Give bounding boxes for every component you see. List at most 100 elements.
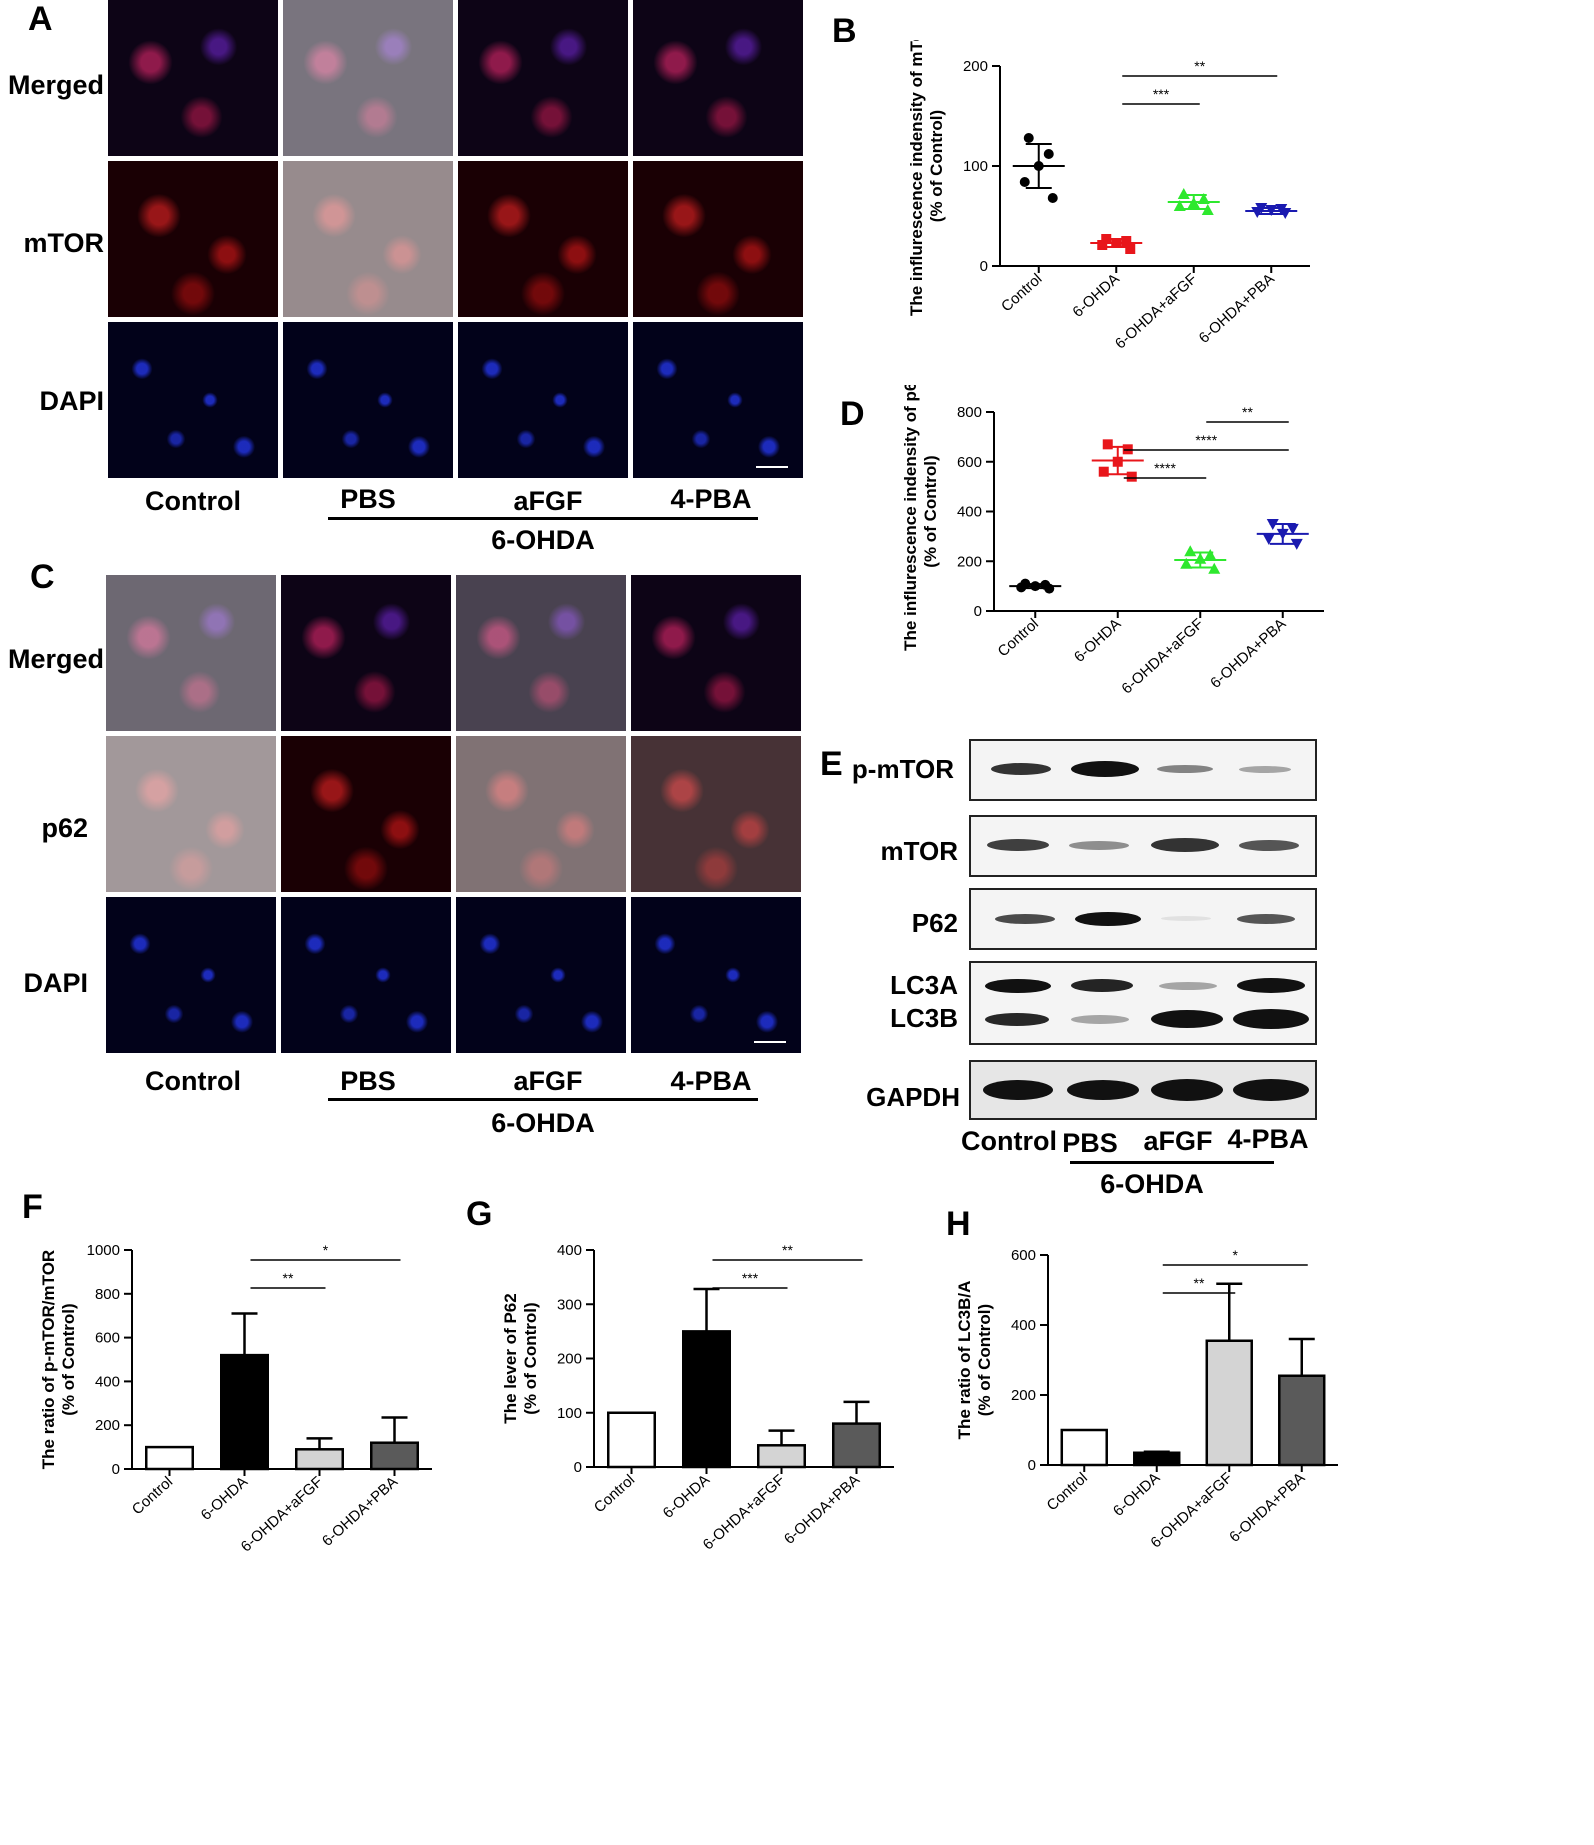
y-tick-label: 200 [963, 58, 988, 75]
micrograph-c-p62-4pba [631, 736, 801, 892]
scale-bar-c [754, 1041, 786, 1043]
y-tick-label: 400 [95, 1373, 120, 1390]
y-tick-label: 0 [112, 1461, 120, 1478]
y-axis-label-line1: The lever of P62 [501, 1293, 520, 1423]
panel-label-g: G [466, 1195, 493, 1233]
micrograph-c-merged-afgf [456, 575, 626, 731]
condition-label-a-pbs: PBS [340, 484, 396, 514]
data-point [1030, 581, 1041, 592]
micrograph-c-merged-4pba [631, 575, 801, 731]
micrograph-a-merged-control [108, 0, 278, 156]
micrograph-a-mtor-pbs [283, 161, 453, 317]
y-axis-label-line1: The ratio of p-mTOR/mTOR [39, 1250, 58, 1469]
data-point [1290, 538, 1303, 550]
band-lc3b-afgf [1151, 1010, 1223, 1028]
y-tick-label: 0 [974, 603, 982, 620]
data-point [1173, 200, 1186, 211]
band-gapdh-control [983, 1080, 1053, 1100]
y-tick-label: 0 [1028, 1457, 1036, 1474]
band-gapdh-afgf [1151, 1079, 1223, 1101]
x-tick-label: 6-OHDA+aFGF [1112, 270, 1200, 352]
band-p62-afgf [1161, 916, 1211, 921]
y-tick-label: 600 [95, 1330, 120, 1347]
data-point [1101, 234, 1112, 244]
blot-label-mtor: mTOR [880, 836, 958, 866]
band-mtor-4pba [1239, 840, 1299, 851]
data-point [1201, 204, 1214, 215]
blot-strip-gapdh [969, 1060, 1317, 1120]
condition-label-a-afgf: aFGF [513, 486, 583, 516]
blot-condition-4pba: 4-PBA [1227, 1124, 1309, 1154]
group-label-c: 6-OHDA [491, 1108, 595, 1138]
row-label-dapi: DAPI [39, 386, 104, 416]
group-bracket-c [328, 1098, 758, 1101]
significance-stars: * [323, 1242, 329, 1258]
y-axis-label-line2: (% of Control) [521, 1302, 540, 1414]
y-tick-label: 400 [957, 504, 982, 521]
bar [1278, 1374, 1326, 1467]
band-p-mtor-pbs [1071, 761, 1139, 777]
micrograph-grid-a [108, 0, 803, 478]
bar [370, 1441, 419, 1471]
x-tick-label: Control [1044, 1469, 1091, 1514]
blot-label-p62: P62 [911, 908, 958, 938]
significance-stars: ** [1242, 404, 1253, 420]
y-tick-label: 300 [557, 1296, 582, 1313]
micrograph-a-merged-4pba [633, 0, 803, 156]
micrograph-a-merged-afgf [458, 0, 628, 156]
y-axis-label-line1: The influrescence indensity of mTOR [907, 40, 926, 316]
band-p62-pbs [1075, 912, 1141, 926]
group-bracket-a [328, 517, 758, 520]
micrograph-c-merged-control [106, 575, 276, 731]
condition-label-a-control: Control [145, 486, 241, 516]
bar [832, 1422, 881, 1469]
y-tick-label: 600 [957, 454, 982, 471]
panel-label-a: A [28, 0, 53, 38]
blot-condition-afgf: aFGF [1143, 1126, 1213, 1156]
data-point [1126, 471, 1137, 482]
bar [1060, 1428, 1108, 1467]
y-tick-label: 200 [957, 553, 982, 570]
data-point [1121, 236, 1132, 246]
significance-stars: ** [1194, 58, 1205, 74]
blot-label-gapdh: GAPDH [866, 1082, 960, 1112]
y-axis-label-line1: The ratio of LC3B/A [955, 1281, 974, 1440]
data-point [1125, 244, 1136, 254]
panel-label-e: E [820, 745, 843, 783]
chart-d: 0 200 400 600 800 The influrescence indensity… [901, 385, 1324, 697]
significance-stars: ** [1194, 1275, 1205, 1291]
data-point [1097, 240, 1108, 250]
group-label-a: 6-OHDA [491, 525, 595, 555]
x-tick-label: 6-OHDA [1071, 615, 1125, 666]
significance-stars: *** [1153, 86, 1170, 102]
band-p-mtor-4pba [1239, 766, 1291, 773]
data-point [1187, 197, 1200, 208]
blot-strip-p62 [969, 888, 1317, 950]
data-point [1098, 466, 1109, 477]
panel-label-d: D [840, 395, 865, 433]
bar [682, 1330, 731, 1469]
y-tick-label: 200 [557, 1351, 582, 1368]
data-point [1279, 208, 1292, 219]
blot-label-lc3b: LC3B [890, 1003, 958, 1033]
y-axis-label-line2: (% of Control) [927, 110, 946, 222]
band-lc3b-control [985, 1013, 1049, 1026]
blot-strip-lc3 [969, 961, 1317, 1045]
micrograph-c-p62-control [106, 736, 276, 892]
significance-stars: ** [782, 1242, 793, 1258]
micrograph-c-merged-pbs [281, 575, 451, 731]
micrograph-a-mtor-afgf [458, 161, 628, 317]
x-tick-label: 6-OHDA+aFGF [1118, 615, 1206, 697]
blot-condition-control: Control [961, 1126, 1057, 1156]
x-tick-label: 6-OHDA [198, 1473, 252, 1524]
y-tick-label: 200 [95, 1417, 120, 1434]
y-axis-label-line1: The influrescence indensity of p62 [901, 385, 920, 651]
blot-strip-mtor [969, 815, 1317, 877]
x-tick-label: 6-OHDA [660, 1471, 714, 1522]
data-point [1044, 583, 1055, 594]
bar [1133, 1451, 1181, 1467]
micrograph-a-dapi-control [108, 322, 278, 478]
band-lc3a-afgf [1159, 982, 1217, 990]
condition-label-c-control: Control [145, 1066, 241, 1096]
bar [295, 1448, 344, 1471]
